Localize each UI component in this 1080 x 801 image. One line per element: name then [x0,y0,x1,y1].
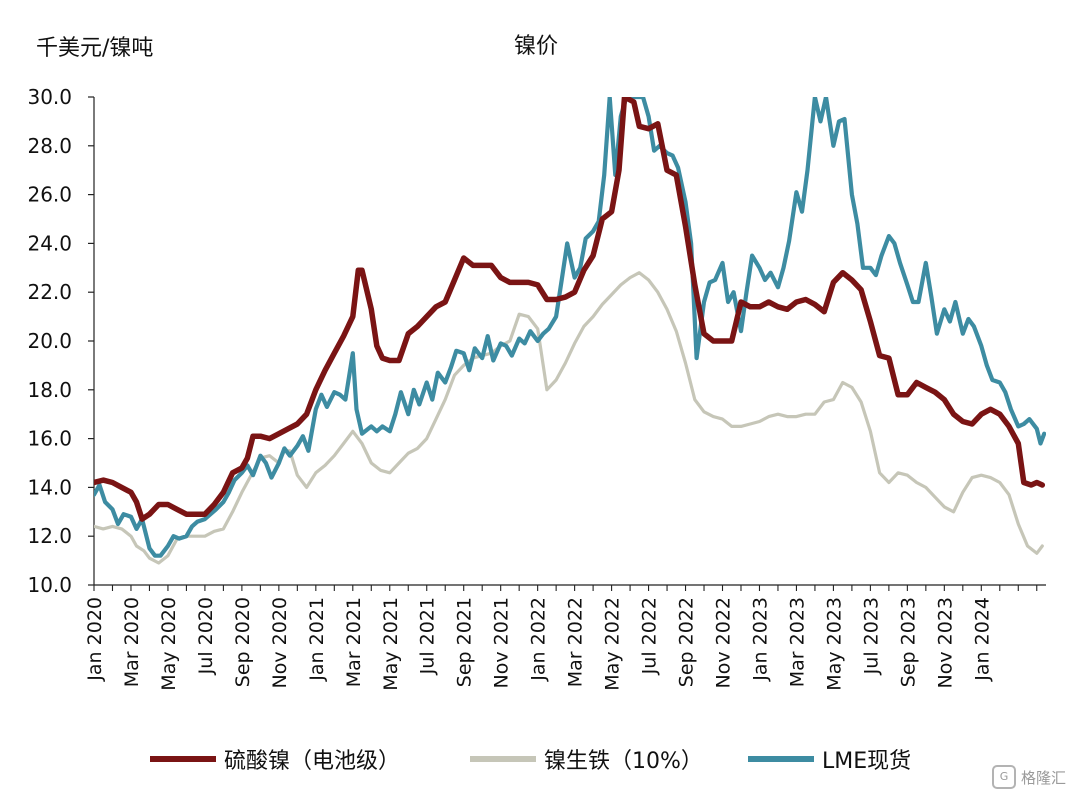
watermark-logo-icon: G [991,765,1016,789]
x-tick-label: Jul 2022 [639,597,661,675]
series-line-nickel-pig-iron [94,271,1044,565]
x-tick-label: Nov 2021 [491,597,513,688]
y-tick-label: 28.0 [27,134,72,158]
legend-label-lme-spot: LME现货 [822,749,912,774]
x-tick-label: Jan 2020 [84,597,106,682]
x-tick-label: Nov 2020 [269,597,291,688]
legend-swatch-lme-spot [748,756,814,762]
y-tick-label: 22.0 [27,280,72,304]
legend-item-lme-spot: LME现货 [748,742,911,776]
legend-item-nickel-sulfate: 硫酸镍（电池级） [150,742,400,776]
y-tick-label: 20.0 [27,329,72,353]
x-tick-label: Mar 2020 [121,597,143,687]
x-tick-label: May 2020 [158,597,180,691]
x-tick-label: Jan 2024 [971,597,993,682]
series-line-lme-spot [94,97,1046,558]
x-tick-label: May 2021 [380,597,402,691]
x-tick-label: Jul 2021 [417,597,439,675]
x-tick-label: Sep 2020 [232,597,254,687]
legend-swatch-nickel-sulfate [150,756,216,762]
x-tick-label: Nov 2022 [713,597,735,688]
y-tick-label: 12.0 [27,524,72,548]
y-tick-label: 24.0 [27,231,72,255]
y-axis-title: 千美元/镍吨 [36,36,154,61]
x-tick-label: Jan 2023 [749,597,771,682]
legend-label-nickel-sulfate: 硫酸镍（电池级） [224,749,401,774]
y-tick-label: 10.0 [27,573,72,597]
y-tick-label: 18.0 [27,378,72,402]
series-line-nickel-sulfate [94,97,1046,522]
x-tick-label: Mar 2022 [565,597,587,687]
x-tick-label: Sep 2023 [897,597,919,687]
legend-item-nickel-pig-iron: 镍生铁（10%） [470,742,703,776]
y-tick-label: 26.0 [27,183,72,207]
x-tick-label: Jul 2023 [860,597,882,675]
y-tick-label: 16.0 [27,427,72,451]
x-tick-label: Jan 2021 [306,597,328,682]
x-tick-label: Sep 2022 [676,597,698,687]
x-tick-label: Mar 2021 [343,597,365,687]
chart-title: 镍价 [514,34,559,59]
y-tick-label: 14.0 [27,475,72,499]
legend-swatch-nickel-pig-iron [470,756,536,762]
x-tick-label: Nov 2023 [934,597,956,688]
x-tick-label: May 2022 [602,597,624,691]
y-tick-label: 30.0 [27,85,72,109]
watermark: G 格隆汇 [991,765,1066,789]
watermark-text: 格隆汇 [1020,768,1066,787]
x-tick-label: Mar 2023 [786,597,808,687]
legend: 硫酸镍（电池级） 镍生铁（10%） LME现货 [150,742,930,776]
x-tick-label: Sep 2021 [454,597,476,687]
x-tick-label: May 2023 [823,597,845,691]
x-tick-label: Jan 2022 [528,597,550,682]
legend-label-nickel-pig-iron: 镍生铁（10%） [544,749,703,774]
x-tick-label: Jul 2020 [195,597,217,675]
